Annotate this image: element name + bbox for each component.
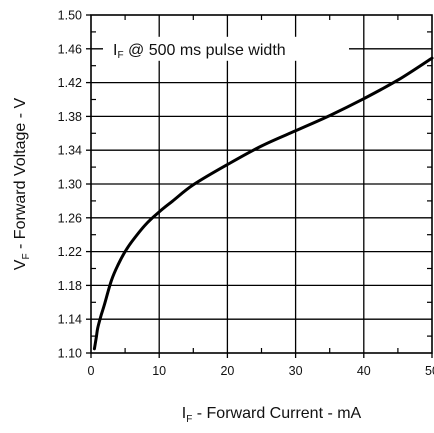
y-tick-label: 1.18 (58, 279, 82, 293)
plot-frame (90, 14, 433, 354)
grid (91, 15, 432, 353)
y-tick-label: 1.34 (58, 144, 82, 158)
axis-titles: IF - Forward Current - mA VF - Forward Vo… (12, 97, 362, 425)
ticks (86, 14, 433, 358)
y-tick-label: 1.46 (58, 42, 82, 56)
y-tick-label: 1.42 (58, 76, 82, 90)
y-tick-label: 1.10 (58, 347, 82, 361)
x-tick-label: 0 (88, 364, 95, 378)
y-tick-label: 1.38 (58, 110, 82, 124)
plot-border (90, 14, 433, 354)
y-axis-title: VF - Forward Voltage - V (12, 97, 32, 270)
series (92, 56, 434, 351)
y-tick-label: 1.14 (58, 313, 82, 327)
annotation-background (103, 36, 349, 61)
x-tick-label: 40 (357, 364, 371, 378)
y-tick-label: 1.22 (58, 245, 82, 259)
x-tick-label: 20 (220, 364, 234, 378)
y-tick-label: 1.50 (58, 9, 82, 23)
series-line (92, 56, 434, 351)
annotation-group: IF @ 500 ms pulse width (103, 36, 349, 61)
tick-labels: 0 10 20 30 40 50 1.10 1.14 1.18 1.22 1.26 1.30 1.34 1… (58, 9, 434, 379)
y-tick-label: 1.26 (58, 211, 82, 225)
x-axis-title: IF - Forward Current - mA (182, 405, 362, 425)
y-tick-label: 1.30 (58, 178, 82, 192)
x-tick-label: 50 (425, 364, 434, 378)
annotation-label: IF @ 500 ms pulse width (113, 42, 286, 61)
x-tick-label: 10 (152, 364, 166, 378)
x-tick-label: 30 (289, 364, 303, 378)
